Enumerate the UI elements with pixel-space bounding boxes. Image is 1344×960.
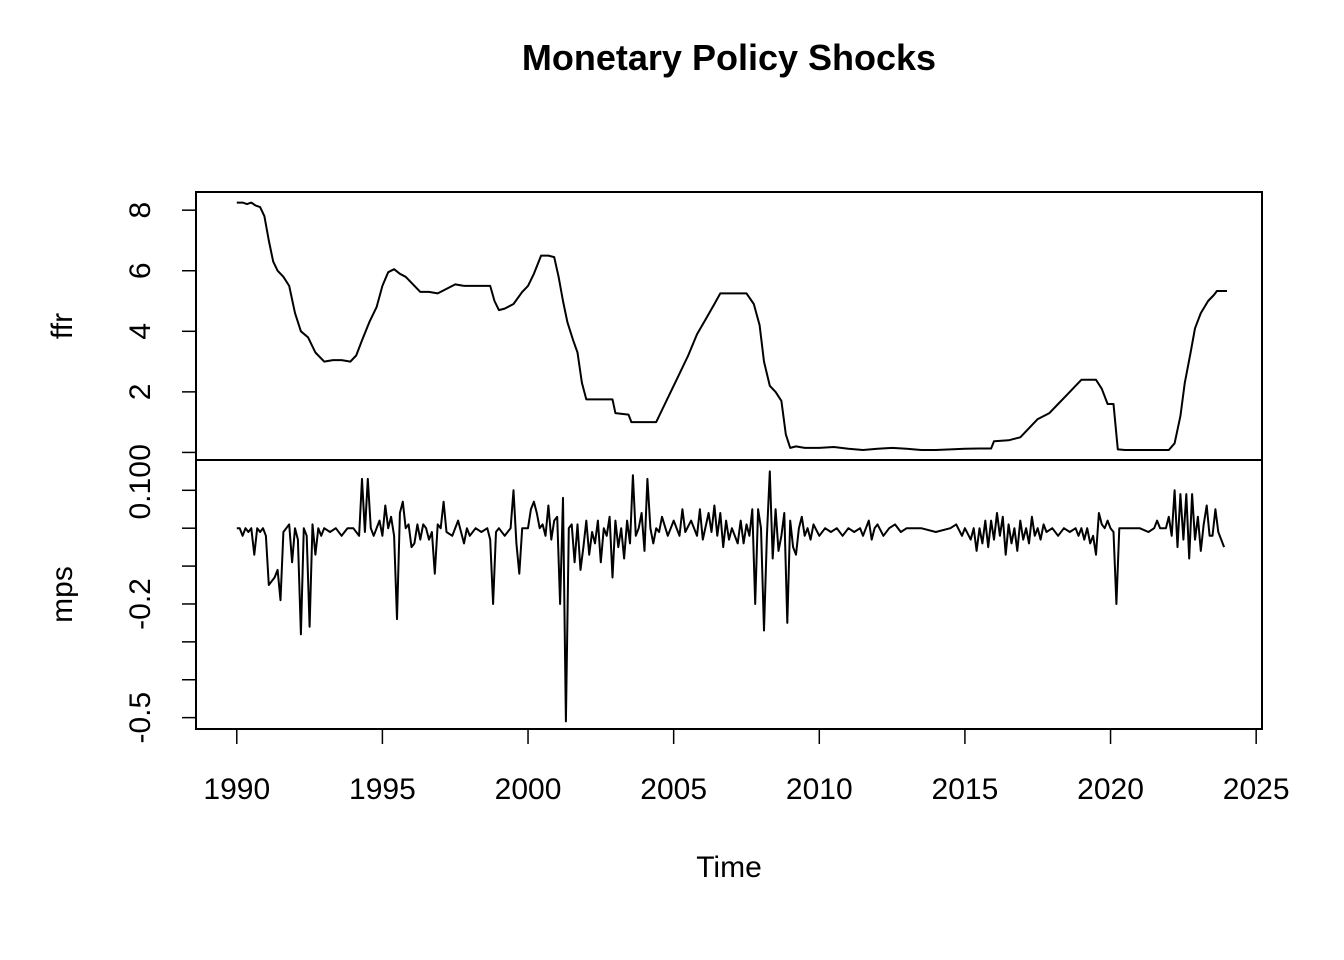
chart-title: Monetary Policy Shocks bbox=[522, 37, 936, 78]
y-tick-label-ffr: 0 bbox=[124, 444, 157, 461]
x-tick-label: 2025 bbox=[1223, 773, 1290, 806]
y-tick-label-mps: -0.5 bbox=[124, 692, 157, 744]
series-line-mps bbox=[236, 470, 1226, 723]
panel-frame-ffr bbox=[195, 191, 1263, 461]
y-tick-label-mps: -0.2 bbox=[124, 578, 157, 630]
y-tick-label-ffr: 4 bbox=[124, 323, 157, 340]
x-axis: 1990 1995 2000 2005 2010 2015 2020 2025 bbox=[203, 728, 1290, 806]
y-axis-ffr: 0 2 4 6 8 bbox=[124, 202, 196, 461]
y-axis-mps: 0.10 -0.2 -0.5 bbox=[124, 461, 196, 743]
x-tick-label: 2005 bbox=[640, 773, 707, 806]
y-tick-label-ffr: 2 bbox=[124, 384, 157, 401]
x-tick-label: 2000 bbox=[495, 773, 562, 806]
x-axis-title: Time bbox=[696, 851, 762, 884]
x-tick-label: 2010 bbox=[786, 773, 853, 806]
x-tick-label: 2020 bbox=[1077, 773, 1144, 806]
x-tick-label: 1995 bbox=[349, 773, 416, 806]
panel-frame-mps bbox=[195, 459, 1263, 730]
y-axis-title-mps: mps bbox=[46, 566, 79, 623]
y-axis-title-ffr: ffr bbox=[46, 313, 79, 339]
plot-layer: 0 2 4 6 8 ffr 0.10 -0.2 -0.5 mps 1990 1995 2000 2005 2… bbox=[46, 191, 1290, 806]
y-tick-label-mps: 0.10 bbox=[124, 461, 157, 519]
y-tick-label-ffr: 8 bbox=[124, 202, 157, 219]
series-line-ffr bbox=[236, 201, 1227, 451]
x-tick-label: 2015 bbox=[932, 773, 999, 806]
y-tick-label-ffr: 6 bbox=[124, 262, 157, 279]
x-tick-label: 1990 bbox=[203, 773, 270, 806]
